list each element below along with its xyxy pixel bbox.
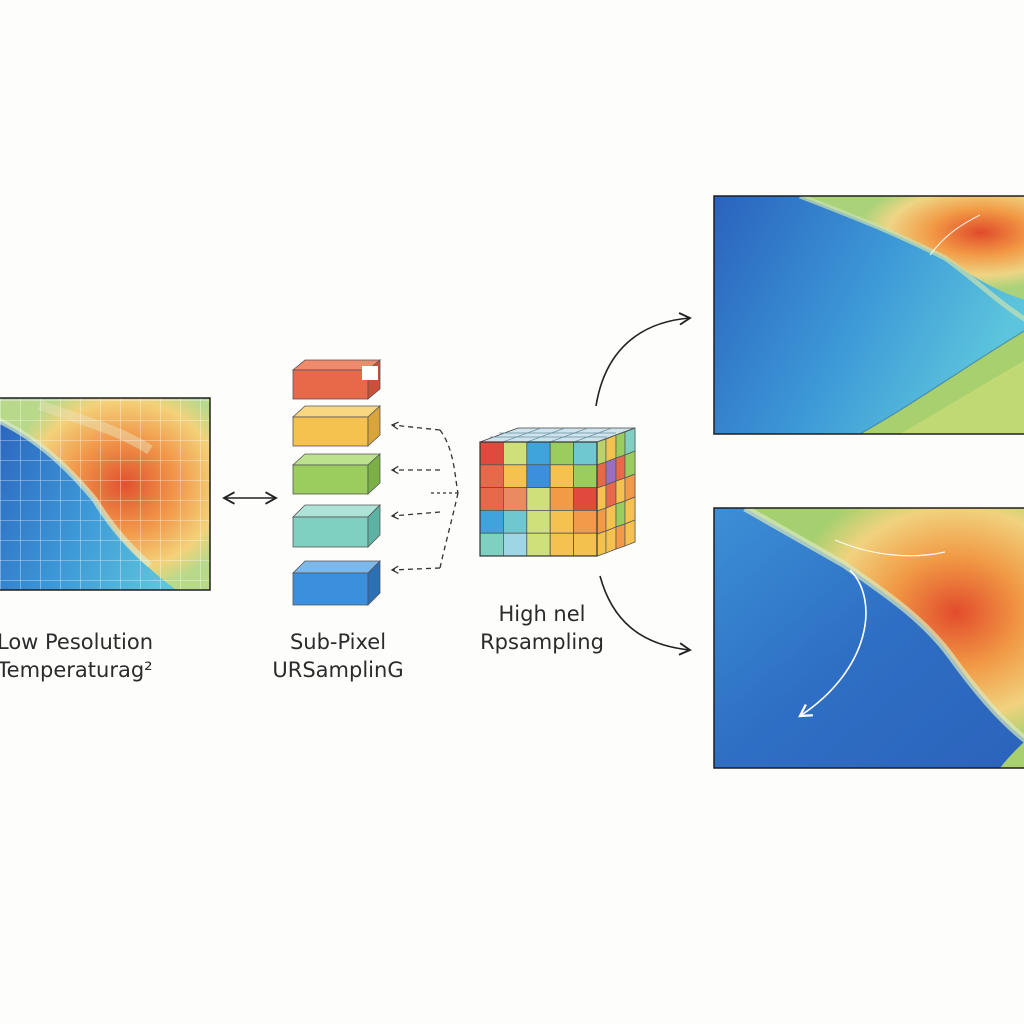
sub-pixel-caption-line1: Sub-Pixel	[289, 630, 387, 654]
cube-right-face-cells	[596, 427, 636, 557]
sub-pixel-caption-line2: URSamplinG	[272, 658, 404, 682]
block-yellow	[291, 405, 382, 447]
high-resolution-map-top	[713, 195, 1024, 435]
high-resampling-caption-line1: High nel	[498, 602, 586, 626]
cube-front-face-cells	[479, 441, 598, 557]
high-resampling-caption: High nel Rpsampling	[462, 600, 622, 656]
block-blue	[292, 560, 381, 606]
block-red	[291, 359, 382, 400]
curved-arrow-down	[599, 575, 692, 656]
flow-arrow	[798, 569, 867, 718]
sub-pixel-caption: Sub-Pixel URSamplinG	[258, 628, 418, 684]
low-resolution-caption: Low Pesolution Temperaturag²	[0, 628, 190, 684]
block-green	[291, 453, 382, 495]
curved-arrow-up	[595, 312, 692, 407]
low-resolution-map	[0, 397, 211, 591]
dashed-connector-arrows	[390, 421, 459, 574]
low-resolution-caption-line2: Temperaturag²	[0, 658, 153, 682]
high-resampling-caption-line2: Rpsampling	[480, 630, 604, 654]
high-resolution-map-bottom	[713, 507, 1024, 769]
block-teal	[292, 504, 381, 548]
upsampling-cube	[479, 427, 636, 557]
sub-pixel-block-stack	[291, 359, 382, 606]
low-resolution-caption-line1: Low Pesolution	[0, 630, 154, 654]
